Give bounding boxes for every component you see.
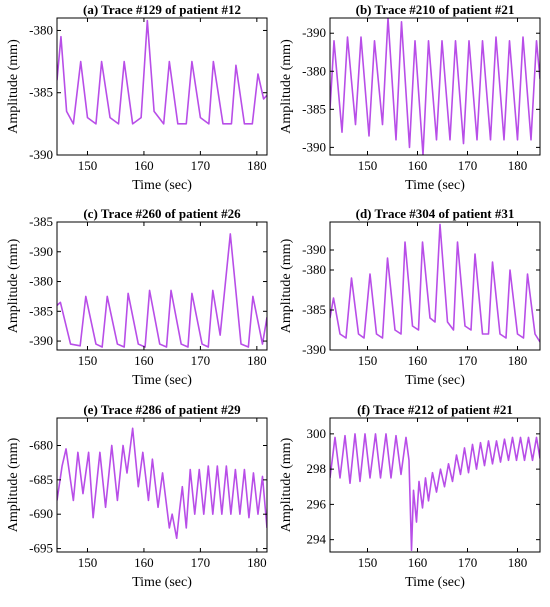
- y-tick-label: -380: [29, 22, 53, 37]
- x-axis-label: Time (sec): [405, 575, 465, 590]
- trace-line: [57, 427, 267, 540]
- x-tick-label: 180: [247, 353, 267, 368]
- x-tick-label: 180: [247, 555, 267, 570]
- y-tick-label: -390: [302, 242, 326, 257]
- x-tick-label: 170: [191, 158, 211, 173]
- trace-line: [57, 19, 267, 125]
- y-axis-label: Amplitude (mm): [6, 437, 21, 532]
- axes-frame: [329, 221, 541, 351]
- x-tick-label: 160: [134, 158, 154, 173]
- x-tick-label: 170: [458, 158, 478, 173]
- plot-area: [57, 18, 267, 155]
- y-tick-label: -385: [29, 214, 53, 229]
- plot-area: [57, 418, 267, 552]
- y-tick-label: -680: [29, 437, 53, 452]
- y-tick-label: 300: [307, 426, 327, 441]
- x-axis-label: Time (sec): [405, 178, 465, 193]
- x-axis-label: Time (sec): [132, 373, 192, 388]
- y-tick-label: -385: [302, 101, 326, 116]
- panel-title: (a) Trace #129 of patient #12: [83, 2, 241, 17]
- trace-line: [57, 233, 267, 348]
- panel: 150 160 170 180 -390 -385 -380 -390 (d) Trace #3…: [279, 206, 541, 388]
- trace-line: [330, 223, 540, 343]
- x-tick-label: 160: [408, 555, 428, 570]
- panel-title: (b) Trace #210 of patient #21: [356, 2, 515, 17]
- y-tick-label: -380: [29, 274, 53, 289]
- x-tick-label: 170: [458, 555, 478, 570]
- y-tick-label: -690: [29, 506, 53, 521]
- x-tick-label: 150: [78, 353, 98, 368]
- y-tick-label: -390: [302, 139, 326, 154]
- x-tick-label: 160: [408, 158, 428, 173]
- panel: 150 160 170 180 -390 -385 -380 -390 (b) Trace #2…: [279, 2, 541, 193]
- y-axis-label: Amplitude (mm): [6, 39, 21, 134]
- y-tick-label: -390: [302, 25, 326, 40]
- trace-line: [330, 433, 540, 552]
- panel: 150 160 170 180 -390 -385 -380 -390 -385 (c) Trac…: [6, 206, 268, 388]
- y-tick-label: -385: [302, 302, 326, 317]
- y-axis-label: Amplitude (mm): [279, 437, 294, 532]
- x-axis-label: Time (sec): [132, 178, 192, 193]
- y-axis-label: Amplitude (mm): [6, 238, 21, 333]
- x-tick-label: 170: [191, 555, 211, 570]
- panel: 150 160 170 180 -695 -690 -685 -680 (e) Trace #2…: [6, 402, 268, 590]
- y-tick-label: -380: [302, 63, 326, 78]
- x-tick-label: 180: [508, 555, 528, 570]
- y-tick-label: -695: [29, 541, 53, 556]
- x-tick-label: 150: [78, 555, 98, 570]
- trace-line: [330, 18, 540, 155]
- y-tick-label: -390: [29, 244, 53, 259]
- x-axis-label: Time (sec): [405, 373, 465, 388]
- x-tick-label: 150: [358, 555, 378, 570]
- x-tick-label: 150: [358, 158, 378, 173]
- y-tick-label: -390: [302, 342, 326, 357]
- panel-title: (d) Trace #304 of patient #31: [356, 206, 515, 221]
- y-tick-label: -385: [29, 85, 53, 100]
- x-tick-label: 150: [358, 353, 378, 368]
- axes-frame: [56, 17, 268, 156]
- panel-title: (e) Trace #286 of patient #29: [83, 402, 241, 417]
- x-tick-label: 180: [508, 158, 528, 173]
- y-axis-label: Amplitude (mm): [279, 238, 294, 333]
- axes-frame: [56, 221, 268, 351]
- y-tick-label: 298: [307, 461, 327, 476]
- x-tick-label: 180: [247, 158, 267, 173]
- x-tick-label: 150: [78, 158, 98, 173]
- x-tick-label: 180: [508, 353, 528, 368]
- y-tick-label: -685: [29, 472, 53, 487]
- y-tick-label: 296: [307, 496, 327, 511]
- x-tick-label: 170: [458, 353, 478, 368]
- y-tick-label: -390: [29, 147, 53, 162]
- panel-title: (f) Trace #212 of patient #21: [357, 402, 513, 417]
- y-tick-label: -385: [29, 303, 53, 318]
- panel-title: (c) Trace #260 of patient #26: [83, 206, 241, 221]
- axes-frame: [56, 417, 268, 553]
- x-tick-label: 170: [191, 353, 211, 368]
- y-tick-label: -380: [302, 262, 326, 277]
- axes-frame: [329, 17, 541, 156]
- x-tick-label: 160: [408, 353, 428, 368]
- panel: 150 160 170 180 -390 -385 -380 (a) Trace #129 o…: [6, 2, 268, 193]
- x-tick-label: 160: [134, 353, 154, 368]
- x-tick-label: 160: [134, 555, 154, 570]
- y-tick-label: 294: [307, 532, 327, 547]
- x-axis-label: Time (sec): [132, 575, 192, 590]
- panel: 150 160 170 180 294 296 298 300 (f) Trace #212 o…: [279, 402, 541, 590]
- axes-frame: [329, 417, 541, 553]
- y-axis-label: Amplitude (mm): [279, 39, 294, 134]
- y-tick-label: -390: [29, 333, 53, 348]
